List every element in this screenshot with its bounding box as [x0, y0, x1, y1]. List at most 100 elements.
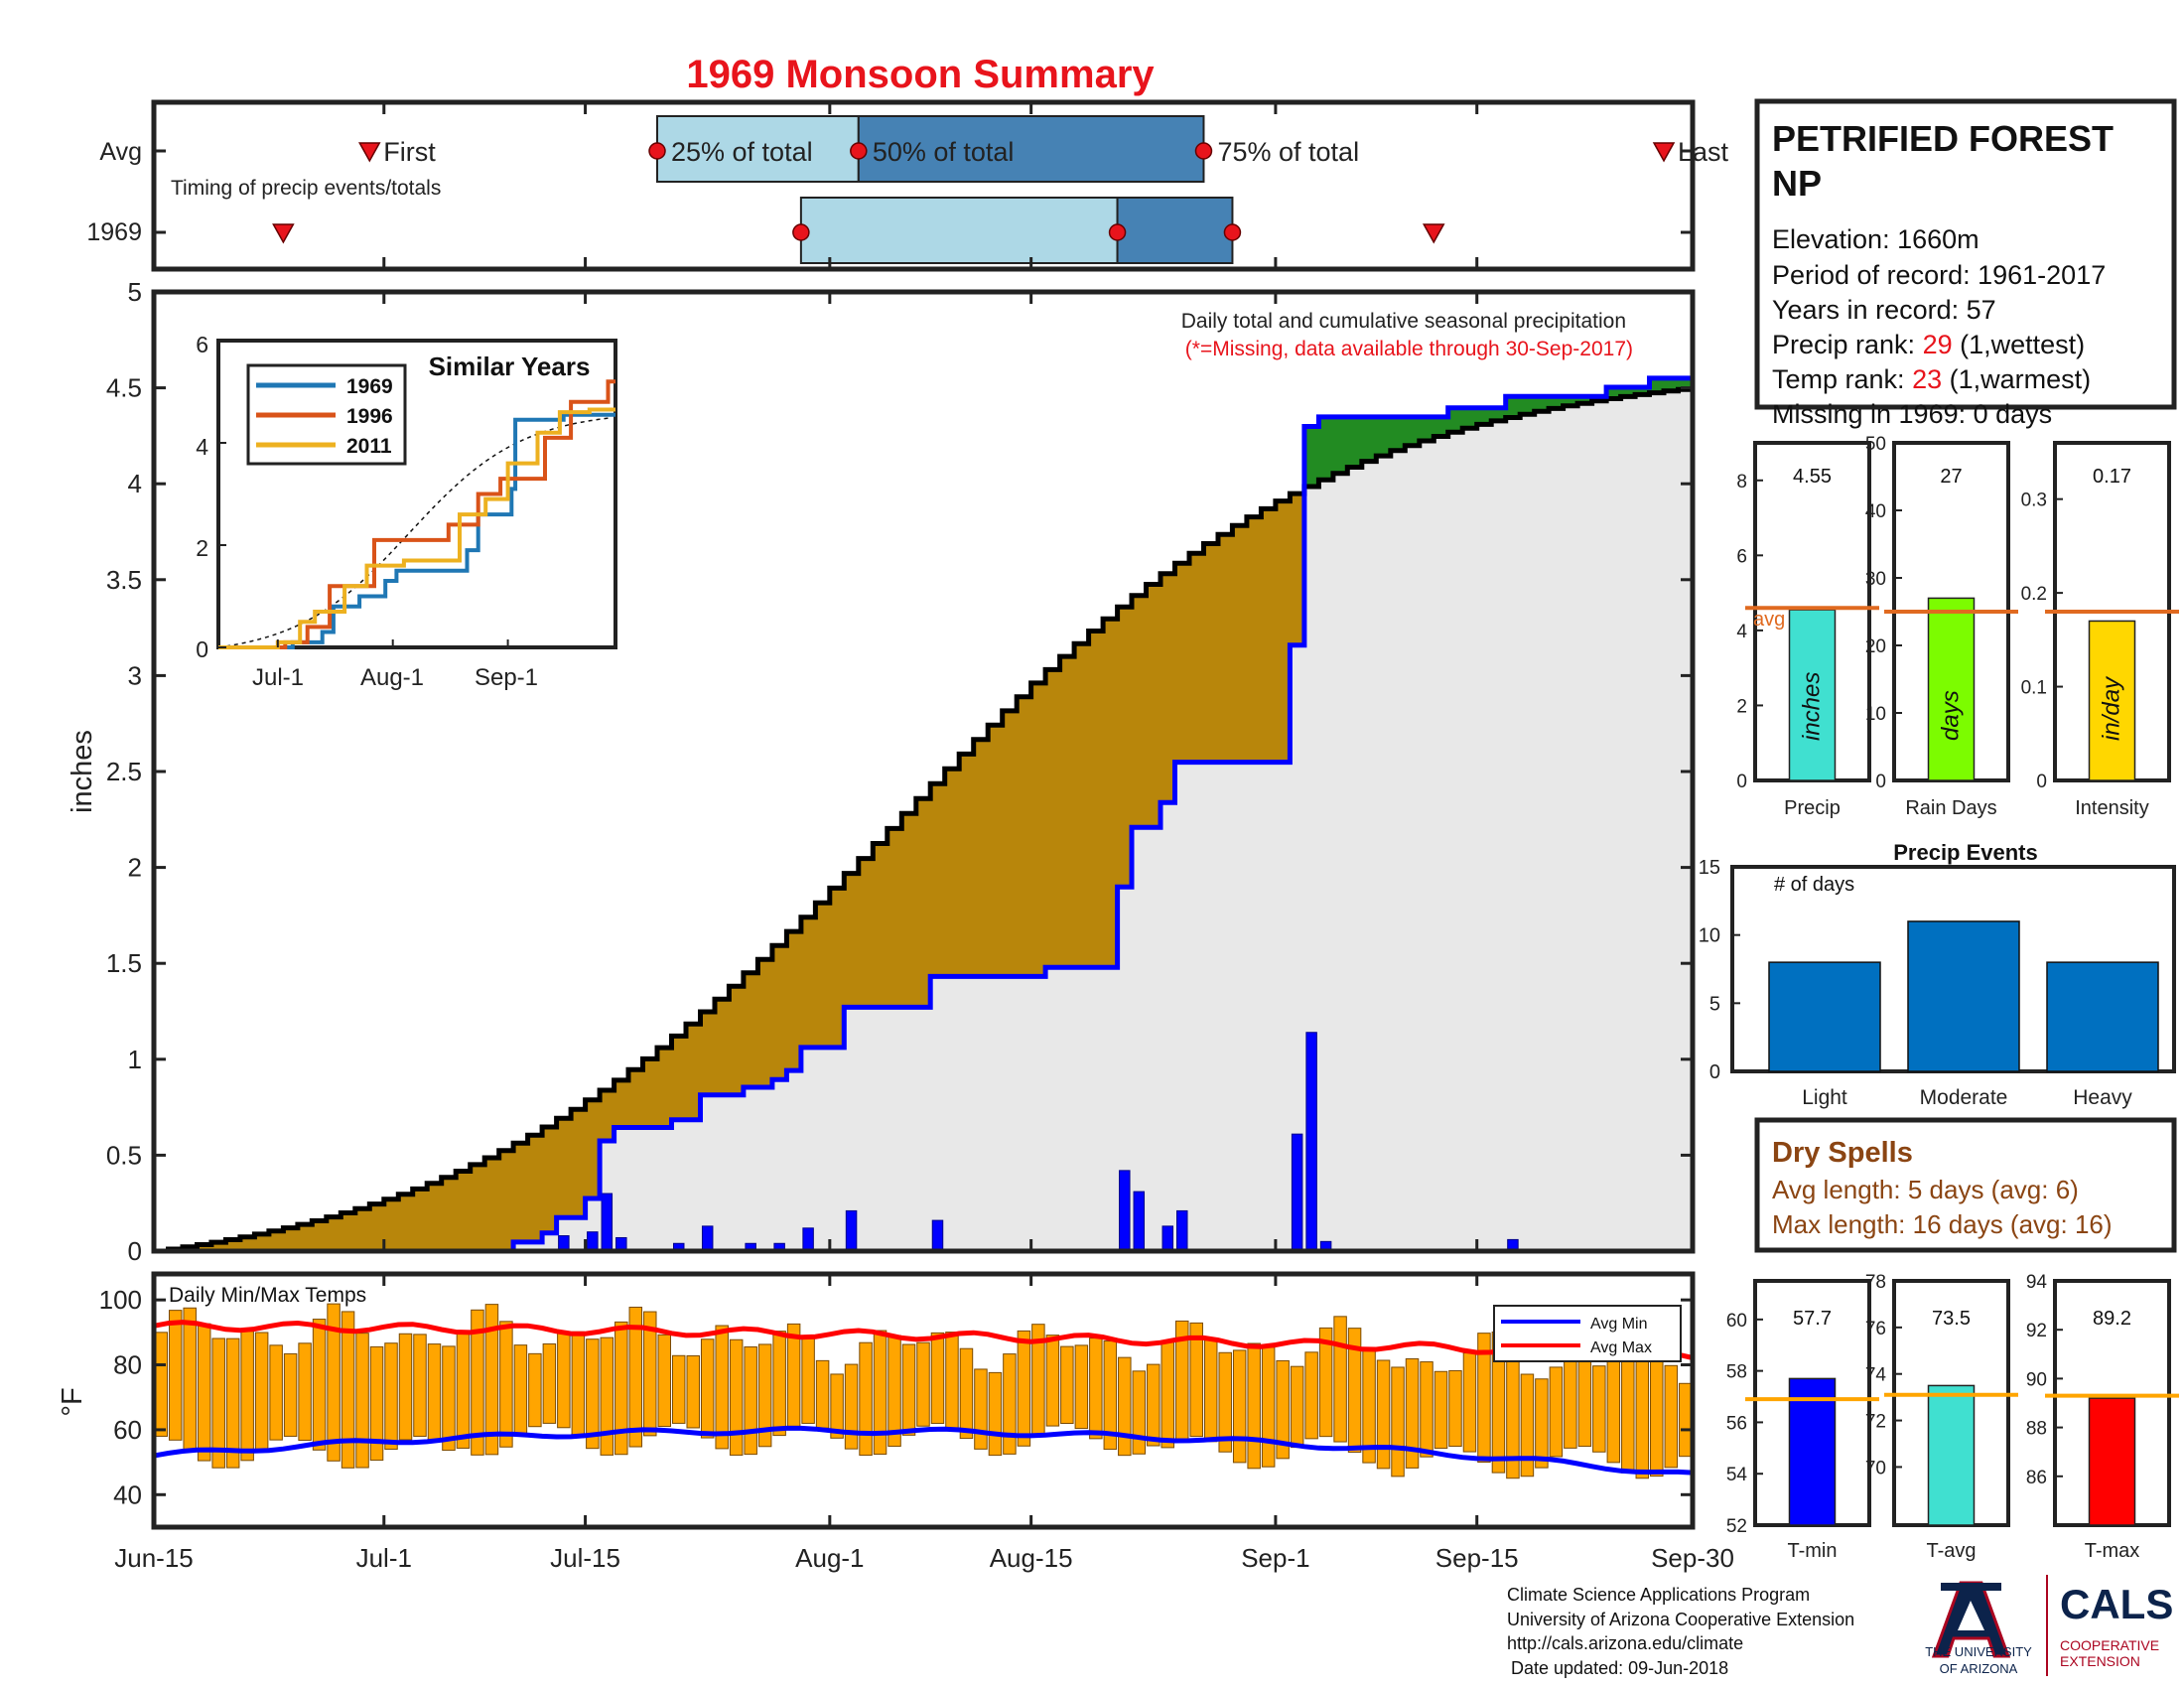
inset-xtick-jul: Jul-1	[252, 664, 304, 691]
legend-1996: 1996	[346, 405, 393, 428]
daily-temp-bar	[801, 1336, 815, 1424]
p25-label: 25% of total	[671, 137, 813, 167]
footer: Climate Science Applications Program Uni…	[1507, 1575, 2173, 1678]
legend-1969: 1969	[346, 375, 393, 398]
chart-title: 1969 Monsoon Summary	[686, 53, 1155, 96]
tavg-tick-label: 70	[1865, 1458, 1886, 1478]
dry-spells-box: Dry Spells Avg length: 5 days (avg: 6) M…	[1754, 1117, 2177, 1253]
daily-precip-bar	[1176, 1209, 1188, 1252]
year-last-marker	[1422, 223, 1445, 244]
daily-temp-bar	[1462, 1352, 1477, 1453]
precip-tick-label: 0	[1736, 772, 1747, 792]
events-tick-label: 0	[1709, 1061, 1720, 1083]
daily-temp-bar	[628, 1307, 643, 1448]
intensity-value: 0.17	[2093, 466, 2131, 488]
precip-rank-label: Precip rank:	[1772, 330, 1923, 359]
daily-temp-bar	[744, 1345, 757, 1456]
daily-temp-bar	[643, 1311, 657, 1437]
timing-row-year: 1969	[86, 218, 142, 246]
daily-temp-bar	[671, 1354, 686, 1424]
precip-rank-value: 29	[1923, 330, 1953, 359]
tavg-tick-label: 72	[1865, 1412, 1886, 1433]
timing-row-avg: Avg	[99, 138, 142, 166]
precip-events-panel: Precip Events 0 5 10 15 Light Moderate Heavy #…	[1699, 840, 2176, 1109]
footer-line-4: Date updated: 09-Jun-2018	[1511, 1658, 1728, 1678]
y-tick-label: 5	[128, 277, 142, 307]
p50-label: 50% of total	[873, 137, 1015, 167]
ua-text-1: THE UNIVERSITY	[1925, 1644, 2032, 1659]
daily-temp-bar	[1147, 1363, 1160, 1447]
daily-temp-bar	[916, 1341, 930, 1427]
daily-temp-bar	[1333, 1316, 1347, 1443]
daily-temp-bar	[413, 1334, 427, 1437]
daily-temp-bar	[959, 1347, 974, 1440]
avg-75-marker	[1194, 142, 1213, 160]
x-tick-label: Jul-1	[356, 1543, 412, 1573]
daily-temp-bar	[442, 1345, 456, 1452]
y-tick-label: 1	[128, 1045, 142, 1074]
avg-50-marker	[850, 142, 868, 160]
temp-rank-suffix: (1,warmest)	[1942, 364, 2091, 394]
precip-unit: inches	[1799, 672, 1826, 741]
daily-temp-bar	[1347, 1328, 1362, 1453]
y-tick-label: 3	[128, 660, 142, 690]
precip-tick-label: 4	[1736, 622, 1747, 642]
daily-temp-bar	[974, 1368, 988, 1450]
daily-temp-bar	[427, 1343, 442, 1442]
daily-temp-bar	[1060, 1345, 1074, 1424]
tavg-tick-label: 76	[1865, 1319, 1886, 1339]
events-plot: 0 5 10 15 Light Moderate Heavy	[1699, 857, 2159, 1109]
daily-temp-bar	[945, 1332, 959, 1429]
daily-temp-bar	[830, 1373, 844, 1439]
daily-temp-bar	[484, 1304, 499, 1456]
daily-precip-bar	[601, 1193, 614, 1252]
daily-temp-bar	[1621, 1343, 1635, 1474]
precip-tick-label: 2	[1736, 696, 1747, 717]
dry-max: Max length: 16 days (avg: 16)	[1772, 1209, 2113, 1239]
daily-temp-bar	[240, 1331, 254, 1462]
precip-plot	[154, 375, 1693, 1254]
events-tick-label: 15	[1699, 857, 1720, 879]
daily-temp-bar	[384, 1342, 398, 1450]
x-tick-label: Sep-30	[1651, 1543, 1734, 1573]
tavg-label: T-avg	[1926, 1540, 1976, 1562]
precip-note: Daily total and cumulative seasonal prec…	[1181, 310, 1626, 333]
daily-temp-bar	[197, 1323, 211, 1462]
x-tick-label: Sep-1	[1241, 1543, 1309, 1573]
x-axis-ticks: Jun-15 Jul-1 Jul-15 Aug-1 Aug-15 Sep-1 Sep-15 S…	[114, 102, 1734, 1573]
raindays-bar	[1927, 597, 1976, 781]
raindays-tick-label: 20	[1865, 636, 1886, 657]
daily-temp-bar	[1089, 1337, 1103, 1440]
daily-temp-bar	[1391, 1366, 1405, 1477]
raindays-tick-label: 0	[1875, 772, 1886, 792]
legend-2011: 2011	[346, 435, 392, 458]
tmin-tick-label: 60	[1726, 1311, 1747, 1332]
daily-temp-bar	[542, 1342, 557, 1424]
daily-temp-bar	[1592, 1365, 1606, 1453]
daily-temp-bar	[471, 1309, 484, 1456]
daily-temp-bar	[1290, 1365, 1304, 1449]
avg-max-line	[153, 1320, 1694, 1360]
events-ylabel: # of days	[1774, 874, 1854, 896]
daily-temp-bar	[859, 1341, 873, 1457]
precip-label: Precip	[1784, 797, 1841, 819]
daily-temp-bar	[614, 1321, 628, 1456]
info-precip-rank: Precip rank: 29 (1,wettest)	[1772, 330, 2085, 359]
avg-25-marker	[648, 142, 666, 160]
intensity-tick-label: 0.3	[2021, 491, 2047, 511]
daily-temp-bar	[355, 1333, 369, 1469]
inset-title: Similar Years	[429, 352, 591, 381]
events-bar	[2046, 961, 2159, 1072]
tavg-tick-label: 78	[1865, 1272, 1886, 1293]
daily-temp-bar	[254, 1332, 269, 1451]
info-frame	[1754, 98, 2177, 410]
daily-precip-bar	[1161, 1225, 1174, 1252]
temp-plot	[153, 1303, 1694, 1479]
info-period: Period of record: 1961-2017	[1772, 260, 2106, 290]
events-category-label: Heavy	[2073, 1086, 2132, 1109]
ua-logo-icon	[1931, 1581, 2011, 1658]
tmin-value: 57.7	[1793, 1308, 1832, 1330]
tmax-label: T-max	[2085, 1540, 2140, 1562]
daily-temp-bar	[1203, 1339, 1218, 1443]
daily-temp-bar	[657, 1334, 671, 1428]
